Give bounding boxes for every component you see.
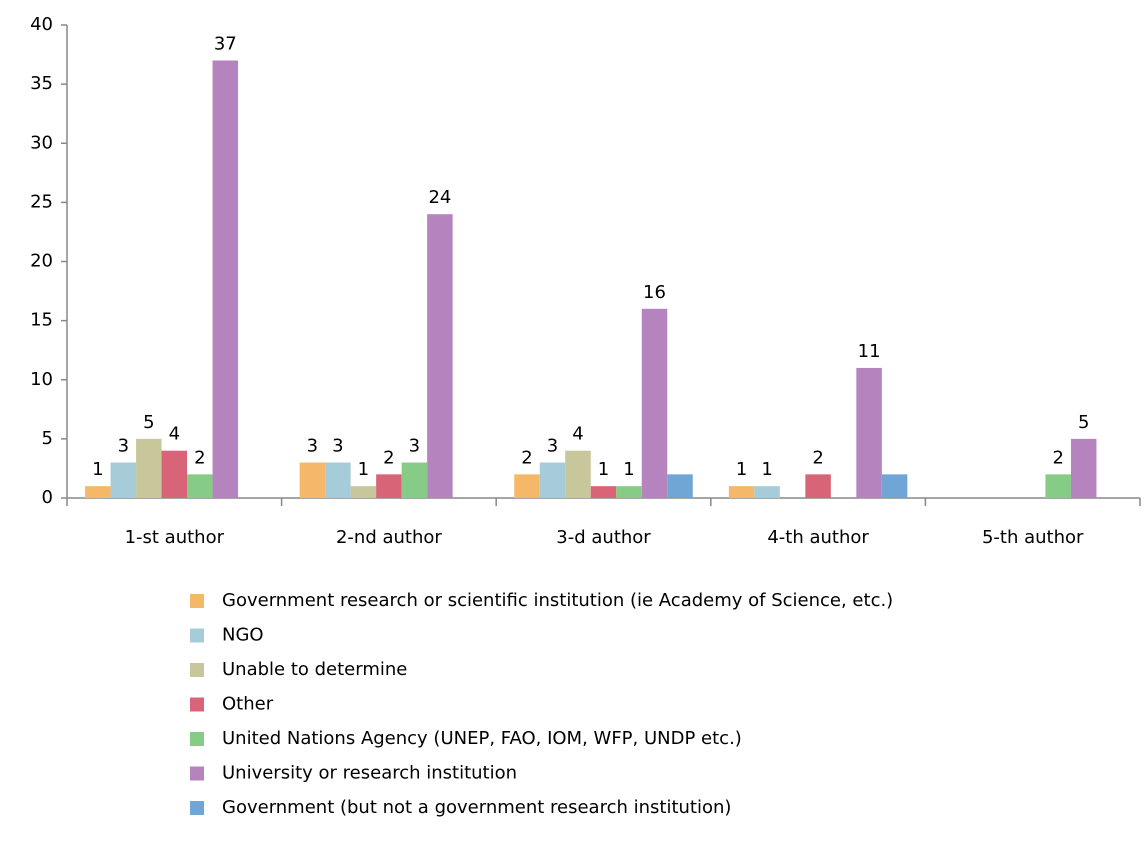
data-label: 1 — [598, 459, 609, 480]
bar — [85, 486, 111, 498]
bar — [667, 474, 693, 498]
data-label: 3 — [307, 436, 318, 457]
x-tick-label: 5-th author — [982, 527, 1084, 548]
data-label: 16 — [643, 282, 666, 303]
data-label: 11 — [858, 341, 881, 362]
legend-swatch — [190, 801, 204, 815]
legend-swatch — [190, 732, 204, 746]
legend-swatch — [190, 766, 204, 781]
bar — [212, 60, 239, 498]
data-label: 3 — [547, 436, 558, 457]
bar — [161, 450, 188, 498]
bar — [325, 462, 351, 498]
data-label: 1 — [92, 459, 103, 480]
data-label: 2 — [194, 447, 205, 468]
legend-swatch — [190, 628, 204, 643]
data-label: 2 — [521, 447, 532, 468]
data-label: 5 — [143, 412, 154, 433]
legend-text: Government (but not a government researc… — [222, 797, 731, 818]
bar — [376, 474, 402, 498]
x-tick-label: 1-st author — [125, 527, 225, 548]
data-label: 3 — [118, 436, 129, 457]
bar — [805, 474, 831, 498]
bar — [110, 462, 137, 498]
y-tick-label: 10 — [30, 369, 53, 390]
bar — [299, 462, 326, 498]
data-label: 1 — [736, 459, 747, 480]
data-label: 4 — [169, 424, 180, 445]
x-tick-label: 2-nd author — [336, 527, 442, 548]
legend-text: Government research or scientific instit… — [222, 590, 893, 611]
bar — [856, 367, 882, 498]
bar — [187, 474, 213, 498]
data-label: 5 — [1078, 412, 1089, 433]
y-tick-label: 5 — [42, 428, 53, 449]
bar — [1070, 438, 1097, 498]
y-tick-label: 15 — [30, 310, 53, 331]
bar — [590, 486, 617, 498]
bar — [616, 486, 642, 498]
legend-text: NGO — [222, 625, 264, 646]
bar — [754, 486, 780, 498]
legend-swatch — [190, 594, 204, 608]
data-label: 1 — [761, 459, 772, 480]
bar — [427, 214, 453, 498]
y-tick-label: 0 — [42, 487, 53, 508]
data-label: 2 — [1052, 447, 1063, 468]
legend-text: Other — [222, 694, 274, 715]
bar — [1045, 474, 1071, 498]
bar — [514, 474, 540, 498]
bar — [350, 486, 377, 498]
data-label: 1 — [358, 459, 369, 480]
bar — [565, 450, 591, 498]
legend-text: Unable to determine — [222, 659, 407, 680]
data-label: 4 — [572, 424, 583, 445]
legend-swatch — [190, 663, 204, 677]
bar — [641, 308, 668, 498]
legend-text: University or research institution — [222, 763, 517, 784]
legend-text: United Nations Agency (UNEP, FAO, IOM, W… — [222, 728, 742, 749]
data-label: 3 — [409, 436, 420, 457]
bar — [539, 462, 566, 498]
data-label: 3 — [332, 436, 343, 457]
bar — [881, 474, 908, 498]
y-tick-label: 20 — [30, 251, 53, 272]
bar — [728, 486, 755, 498]
y-tick-label: 35 — [30, 73, 53, 94]
data-label: 24 — [428, 187, 451, 208]
y-tick-label: 30 — [30, 132, 53, 153]
data-label: 1 — [623, 459, 634, 480]
bar — [136, 438, 162, 498]
legend-swatch — [190, 697, 204, 712]
data-label: 2 — [812, 447, 823, 468]
y-tick-label: 25 — [30, 191, 53, 212]
data-label: 2 — [383, 447, 394, 468]
bar — [401, 462, 428, 498]
y-tick-label: 40 — [30, 14, 53, 35]
data-label: 37 — [214, 33, 237, 54]
x-tick-label: 3-d author — [556, 527, 651, 548]
x-tick-label: 4-th author — [767, 527, 869, 548]
